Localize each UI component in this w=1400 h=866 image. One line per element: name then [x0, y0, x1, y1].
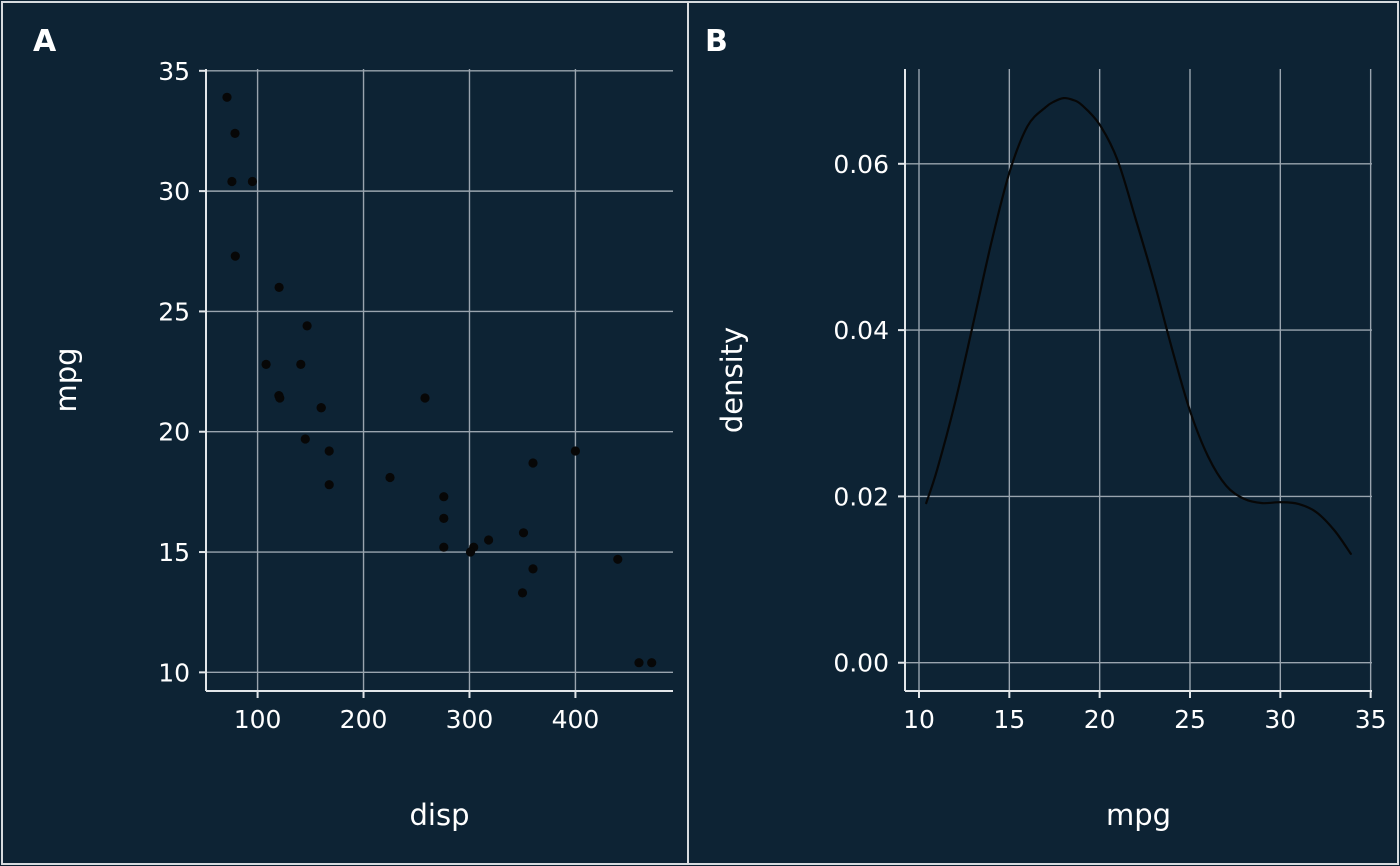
scatter-point — [465, 547, 476, 557]
y-tick-label: 30 — [158, 177, 190, 206]
x-tick-label: 20 — [1084, 705, 1116, 734]
scatter-point — [484, 535, 494, 545]
scatter-point — [302, 321, 312, 331]
panel-b-label: B — [705, 24, 728, 59]
scatter-point — [230, 251, 240, 261]
panel-divider — [687, 3, 689, 863]
scatter-point — [275, 393, 285, 403]
scatter-point — [528, 458, 538, 468]
x-tick-label: 30 — [1264, 705, 1296, 734]
scatter-point — [230, 128, 240, 138]
scatter-point — [324, 446, 334, 456]
scatter-point — [528, 564, 538, 574]
y-tick-label: 25 — [158, 297, 190, 326]
y-axis-title: density — [715, 327, 749, 433]
x-tick-label: 35 — [1355, 705, 1387, 734]
panel-a: A 100 200 300 400 10 15 20 25 30 35 disp mpg — [3, 3, 687, 863]
scatter-point — [247, 176, 257, 187]
panel-b: B 10 15 20 25 30 35 0.00 0.02 0.04 0.06 mpg density — [689, 3, 1397, 863]
scatter-point — [518, 528, 529, 538]
x-tick-label: 25 — [1174, 705, 1206, 734]
y-tick-label: 15 — [158, 538, 190, 567]
x-tick-label: 200 — [340, 705, 388, 734]
scatter-point — [517, 588, 528, 598]
scatter-point — [222, 92, 232, 102]
panel-a-label: A — [33, 24, 57, 59]
scatter-point — [316, 403, 326, 413]
scatter-point — [296, 359, 306, 369]
scatter-point — [634, 658, 644, 668]
scatter-point — [385, 472, 395, 483]
scatter-point — [570, 446, 581, 456]
x-tick-label: 400 — [552, 705, 600, 734]
y-tick-label: 0.04 — [833, 316, 889, 345]
y-tick-label: 0.00 — [833, 649, 889, 678]
scatter-point — [613, 554, 623, 564]
y-tick-label: 0.06 — [833, 150, 889, 179]
y-tick-label: 0.02 — [833, 482, 889, 511]
scatter-point — [300, 434, 310, 444]
scatter-point — [439, 542, 449, 552]
x-axis-title: disp — [410, 798, 470, 832]
density-curve — [925, 96, 1352, 555]
scatter-point — [227, 176, 237, 187]
scatter-point — [324, 480, 334, 490]
y-tick-label: 35 — [158, 57, 190, 86]
scatter-point — [647, 658, 657, 668]
scatter-point — [420, 393, 430, 403]
scatter-point — [439, 513, 449, 523]
scatter-point — [439, 492, 449, 502]
x-axis-title: mpg — [1106, 798, 1171, 832]
y-tick-label: 20 — [158, 418, 190, 447]
scatter-plot-mpg-vs-disp: 100 200 300 400 10 15 20 25 30 35 disp mpg — [49, 57, 673, 832]
scatter-point — [261, 359, 271, 369]
scatter-point — [274, 282, 284, 292]
x-tick-label: 10 — [903, 705, 935, 734]
x-tick-label: 100 — [234, 705, 282, 734]
x-tick-label: 15 — [993, 705, 1025, 734]
y-axis-title: mpg — [49, 347, 83, 412]
density-plot-mpg: 10 15 20 25 30 35 0.00 0.02 0.04 0.06 mpg density — [715, 69, 1387, 832]
y-tick-label: 10 — [158, 658, 190, 687]
x-tick-label: 300 — [446, 705, 494, 734]
